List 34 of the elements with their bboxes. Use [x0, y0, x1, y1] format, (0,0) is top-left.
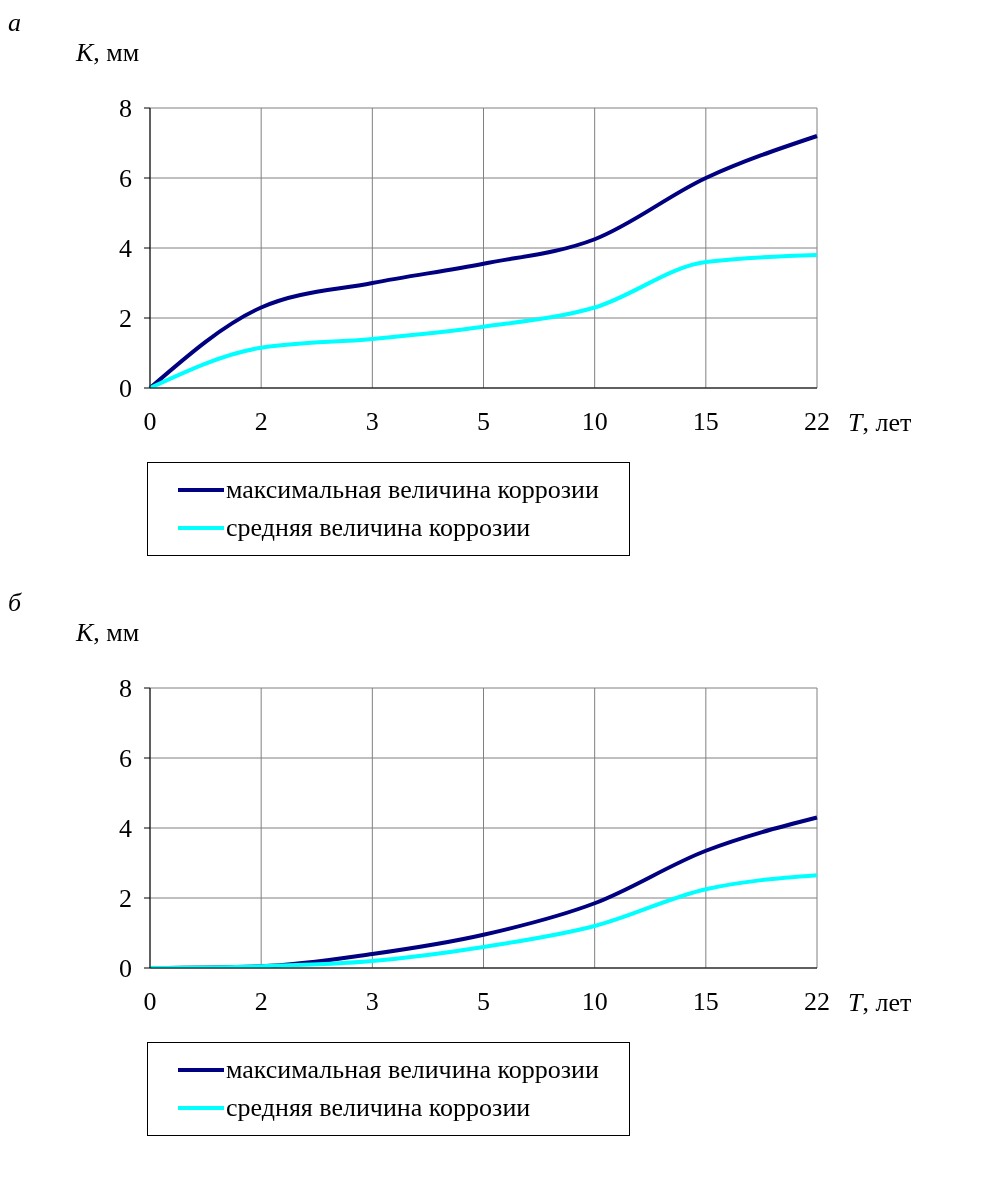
text: б — [8, 588, 22, 618]
x-tick-label: 5 — [477, 407, 490, 437]
x-tick-label: 5 — [477, 987, 490, 1017]
y-tick-label: 6 — [119, 164, 132, 194]
y-axis-title: K, мм — [76, 38, 140, 67]
y-tick-label: 8 — [119, 94, 132, 124]
y-tick-label: 2 — [119, 304, 132, 334]
y-tick-label: 4 — [119, 234, 132, 264]
y-tick-label: 0 — [119, 954, 132, 984]
x-tick-label: 22 — [804, 987, 830, 1017]
x-tick-label: 2 — [254, 407, 268, 437]
y-tick-label: 4 — [119, 814, 132, 844]
y-axis-title: K, мм — [76, 618, 140, 647]
y-tick-label: 2 — [119, 884, 132, 914]
y-tick-label: 6 — [119, 744, 132, 774]
x-axis-title: T, лет — [848, 408, 912, 437]
legend-label: средняя величина коррозии — [226, 1092, 531, 1124]
x-tick-label: 0 — [143, 987, 157, 1017]
x-axis-title: T, лет — [848, 988, 912, 1017]
x-tick-label: 10 — [581, 987, 608, 1017]
legend-label: средняя величина коррозии — [226, 512, 531, 544]
x-tick-label: 2 — [254, 987, 268, 1017]
x-tick-label: 15 — [692, 987, 719, 1017]
x-tick-label: 10 — [581, 407, 608, 437]
x-tick-label: 3 — [365, 407, 379, 437]
x-tick-label: 22 — [804, 407, 830, 437]
x-tick-label: 3 — [365, 987, 379, 1017]
legend-label: максимальная величина коррозии — [226, 1054, 599, 1086]
x-tick-label: 0 — [143, 407, 157, 437]
x-tick-label: 15 — [692, 407, 719, 437]
y-tick-label: 8 — [119, 674, 132, 704]
legend-label: максимальная величина коррозии — [226, 474, 599, 506]
y-tick-label: 0 — [119, 374, 132, 404]
text: а — [8, 8, 21, 38]
